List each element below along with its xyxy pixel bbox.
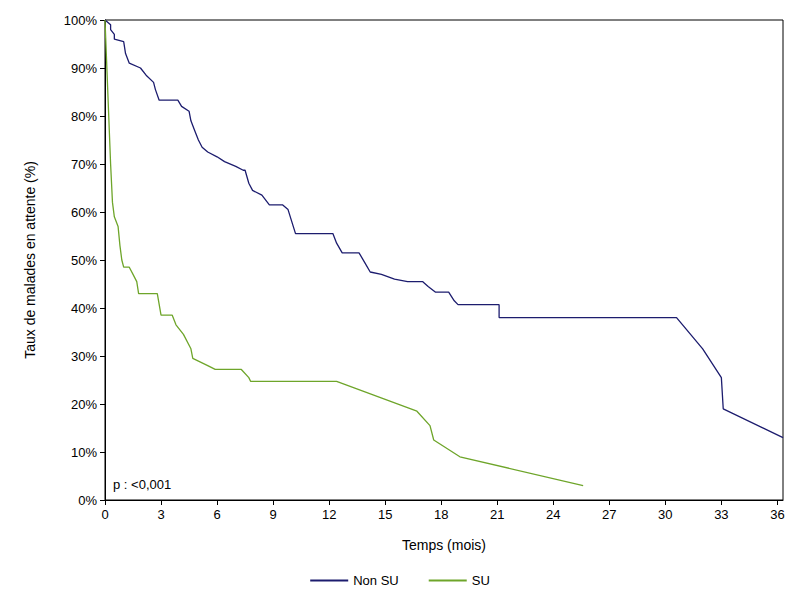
svg-text:18: 18 xyxy=(434,507,448,522)
svg-text:3: 3 xyxy=(157,507,164,522)
svg-text:0%: 0% xyxy=(78,493,97,508)
svg-text:10%: 10% xyxy=(71,445,97,460)
svg-text:70%: 70% xyxy=(71,157,97,172)
svg-text:60%: 60% xyxy=(71,205,97,220)
svg-text:90%: 90% xyxy=(71,61,97,76)
svg-text:Temps (mois): Temps (mois) xyxy=(402,537,486,553)
svg-text:40%: 40% xyxy=(71,301,97,316)
svg-text:30: 30 xyxy=(658,507,672,522)
svg-text:27: 27 xyxy=(602,507,616,522)
svg-text:36: 36 xyxy=(770,507,784,522)
svg-text:33: 33 xyxy=(714,507,728,522)
svg-text:100%: 100% xyxy=(64,13,98,28)
svg-text:21: 21 xyxy=(490,507,504,522)
svg-text:0: 0 xyxy=(101,507,108,522)
svg-text:Non SU: Non SU xyxy=(353,573,399,588)
svg-text:24: 24 xyxy=(546,507,560,522)
svg-text:50%: 50% xyxy=(71,253,97,268)
svg-text:15: 15 xyxy=(378,507,392,522)
svg-text:Taux de malades en attente (%): Taux de malades en attente (%) xyxy=(22,161,38,359)
svg-text:SU: SU xyxy=(472,573,490,588)
svg-text:9: 9 xyxy=(269,507,276,522)
svg-text:30%: 30% xyxy=(71,349,97,364)
svg-text:20%: 20% xyxy=(71,397,97,412)
svg-text:80%: 80% xyxy=(71,109,97,124)
svg-text:12: 12 xyxy=(322,507,336,522)
svg-text:6: 6 xyxy=(213,507,220,522)
svg-text:p : <0,001: p : <0,001 xyxy=(113,477,171,492)
